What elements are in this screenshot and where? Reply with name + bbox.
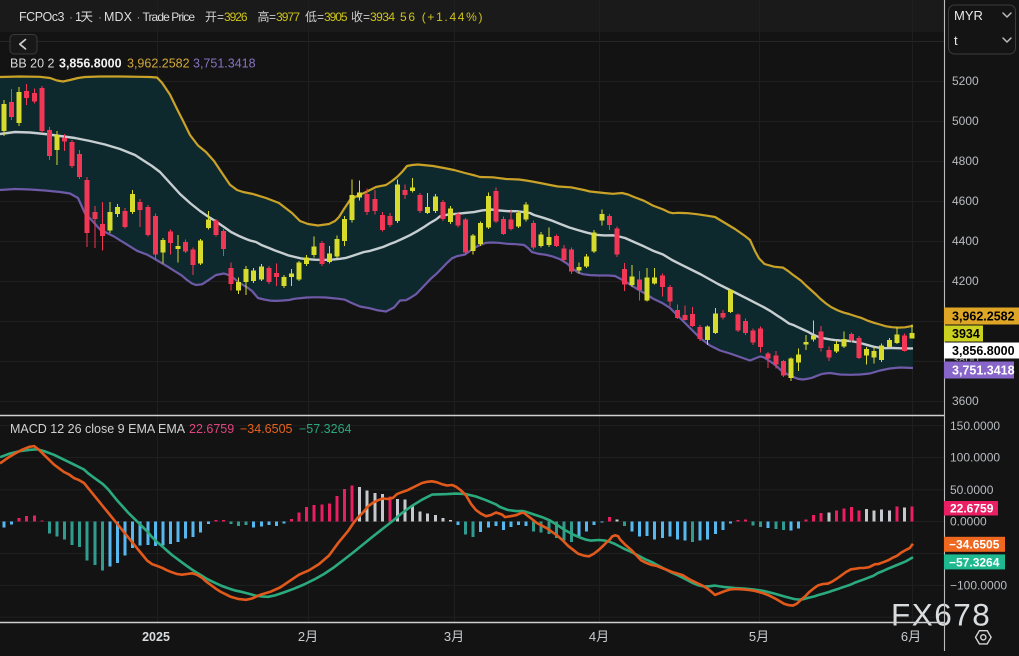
svg-text:−34.6505: −34.6505 (240, 422, 293, 436)
svg-text:低=: 低= (305, 10, 324, 24)
svg-text:50.0000: 50.0000 (950, 483, 994, 497)
svg-text:0.0000: 0.0000 (950, 515, 987, 529)
svg-text:·: · (137, 10, 141, 24)
svg-text:100.0000: 100.0000 (950, 451, 1000, 465)
svg-text:开=: 开= (205, 10, 224, 24)
svg-text:5月: 5月 (749, 629, 769, 644)
svg-text:收=: 收= (351, 10, 370, 24)
svg-text:3,856.8000: 3,856.8000 (59, 57, 122, 71)
svg-text:高=: 高= (258, 9, 277, 24)
svg-text:MACD 12 26 close 9 EMA EMA: MACD 12 26 close 9 EMA EMA (10, 422, 186, 436)
svg-text:MDX: MDX (104, 10, 133, 24)
svg-text:−100.0000: −100.0000 (950, 579, 1007, 593)
svg-text:−34.6505: −34.6505 (949, 538, 1000, 552)
svg-text:3,751.3418: 3,751.3418 (193, 57, 256, 71)
svg-text:BB 20 2: BB 20 2 (10, 57, 55, 71)
svg-text:4800: 4800 (952, 154, 979, 168)
svg-text:4400: 4400 (952, 234, 979, 248)
svg-text:2月: 2月 (298, 629, 318, 644)
svg-text:5000: 5000 (952, 114, 979, 128)
svg-text:3934: 3934 (952, 327, 980, 341)
svg-text:4月: 4月 (589, 629, 609, 644)
svg-text:5200: 5200 (952, 74, 979, 88)
svg-text:FCPOc3: FCPOc3 (19, 10, 65, 24)
svg-text:MYR: MYR (954, 8, 983, 23)
svg-text:56 (+1.44%): 56 (+1.44%) (400, 10, 483, 24)
svg-text:3934: 3934 (370, 10, 395, 24)
svg-text:Trade Price: Trade Price (143, 10, 196, 24)
svg-text:4200: 4200 (952, 274, 979, 288)
svg-text:22.6759: 22.6759 (950, 502, 994, 516)
svg-text:FX678: FX678 (891, 597, 991, 633)
svg-text:3600: 3600 (952, 394, 979, 408)
svg-text:4600: 4600 (952, 194, 979, 208)
svg-text:3926: 3926 (224, 10, 248, 24)
svg-text:3977: 3977 (276, 10, 300, 24)
svg-text:3,751.3418: 3,751.3418 (952, 363, 1015, 377)
svg-text:3,962.2582: 3,962.2582 (127, 57, 190, 71)
svg-text:22.6759: 22.6759 (189, 422, 234, 436)
svg-text:−57.3264: −57.3264 (949, 555, 1000, 569)
svg-text:·: · (69, 10, 73, 24)
svg-text:6月: 6月 (901, 629, 921, 644)
svg-text:·: · (98, 10, 102, 24)
svg-text:3800: 3800 (952, 353, 979, 367)
svg-text:−57.3264: −57.3264 (299, 422, 352, 436)
svg-text:3月: 3月 (444, 629, 464, 644)
svg-text:3905: 3905 (324, 10, 348, 24)
svg-text:3,856.8000: 3,856.8000 (952, 344, 1015, 358)
svg-text:150.0000: 150.0000 (950, 419, 1000, 433)
svg-text:2025: 2025 (142, 630, 170, 644)
svg-text:1天: 1天 (75, 10, 93, 24)
svg-text:3,962.2582: 3,962.2582 (952, 309, 1015, 323)
svg-text:t: t (954, 33, 958, 48)
